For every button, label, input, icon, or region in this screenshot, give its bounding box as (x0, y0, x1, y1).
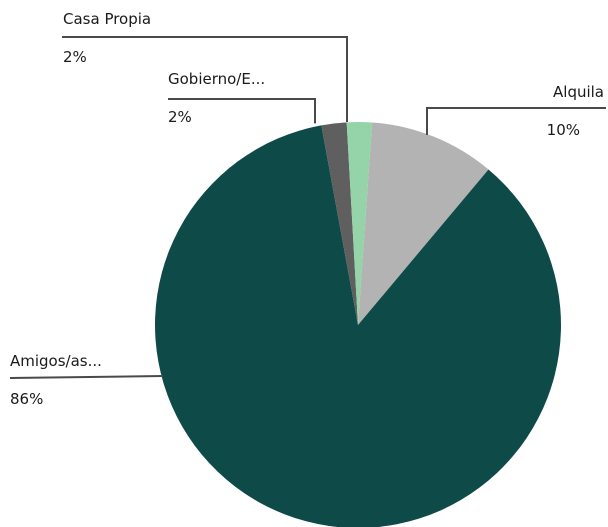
leader-casa-propia (62, 36, 348, 122)
slice-percent-alquila: 10% (547, 121, 580, 139)
pie-slices (155, 122, 562, 527)
pie-slice-gobierno-e (321, 122, 358, 325)
leader-lines (9, 36, 606, 379)
slice-percent-gobierno: 2% (168, 108, 192, 126)
slice-label-gobierno: Gobierno/E... (168, 70, 265, 88)
slice-label-amigos: Amigos/as... (10, 352, 102, 370)
slice-label-casa-propia: Casa Propia (63, 10, 151, 28)
slice-percent-amigos: 86% (10, 390, 43, 408)
slice-label-alquila: Alquila (553, 83, 604, 101)
leader-alquila (426, 107, 606, 135)
slice-percent-casa-propia: 2% (63, 48, 87, 66)
pie-slice-alquila (358, 122, 489, 326)
leader-gobierno (168, 98, 316, 124)
leader-amigos (9, 375, 164, 379)
pie-slice-amigos-as (155, 125, 562, 527)
pie-slice-casa-propia (346, 122, 373, 326)
